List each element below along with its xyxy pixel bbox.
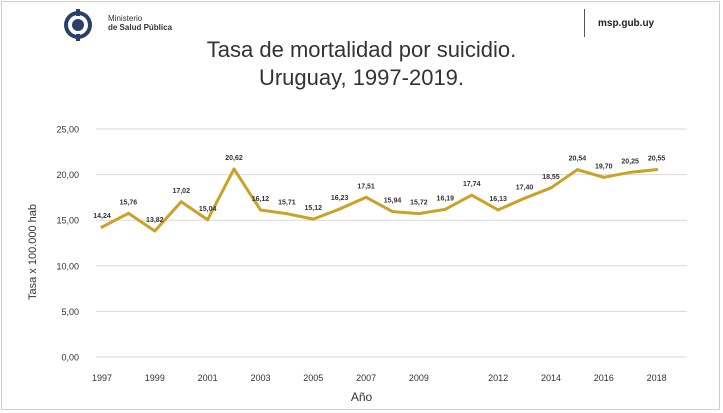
data-point bbox=[391, 210, 394, 214]
data-point bbox=[628, 170, 632, 174]
data-label: 15,04 bbox=[199, 206, 217, 213]
x-tick-label: 2009 bbox=[409, 373, 429, 383]
data-label: 15,94 bbox=[384, 198, 402, 205]
data-point bbox=[338, 207, 342, 211]
site-url: msp.gub.uy bbox=[598, 18, 655, 29]
x-tick-label: 1997 bbox=[92, 373, 112, 383]
series-line bbox=[100, 167, 659, 233]
data-label: 17,40 bbox=[516, 184, 534, 191]
data-label: 15,71 bbox=[278, 200, 296, 207]
data-label: 20,62 bbox=[225, 155, 243, 162]
x-tick-label: 2014 bbox=[541, 373, 561, 383]
header-divider bbox=[584, 9, 585, 37]
y-tick-label: 5,00 bbox=[61, 307, 79, 317]
data-label: 20,54 bbox=[569, 156, 587, 163]
data-point bbox=[232, 167, 236, 171]
data-label: 17,74 bbox=[463, 181, 481, 188]
ministry-logo bbox=[64, 9, 92, 41]
data-point bbox=[417, 212, 421, 216]
y-tick-label: 20,00 bbox=[56, 170, 79, 180]
data-point bbox=[364, 195, 368, 199]
data-point bbox=[575, 168, 579, 172]
data-label: 16,19 bbox=[437, 195, 455, 202]
data-point bbox=[311, 217, 315, 221]
data-label: 14,24 bbox=[93, 213, 111, 220]
data-point bbox=[443, 207, 447, 211]
data-point bbox=[602, 175, 606, 179]
data-point bbox=[655, 168, 659, 172]
y-tick-label: 10,00 bbox=[56, 261, 79, 271]
chart-title-line2: Uruguay, 1997-2019. bbox=[258, 65, 465, 90]
data-point bbox=[285, 212, 289, 216]
y-axis-label: Tasa x 100.000 hab bbox=[27, 203, 39, 301]
data-label: 17,51 bbox=[357, 183, 375, 190]
data-point bbox=[126, 211, 130, 215]
x-tick-label: 2018 bbox=[647, 373, 667, 383]
data-label: 16,13 bbox=[489, 196, 507, 203]
data-point bbox=[549, 186, 553, 190]
y-tick-label: 25,00 bbox=[56, 125, 79, 135]
data-label: 16,23 bbox=[331, 195, 349, 202]
data-point bbox=[153, 229, 157, 233]
data-label: 17,02 bbox=[172, 188, 190, 195]
data-label: 20,55 bbox=[648, 156, 666, 163]
data-label: 13,82 bbox=[146, 217, 164, 224]
x-tick-label: 2012 bbox=[488, 373, 508, 383]
chart-title-line1: Tasa de mortalidad por suicidio. bbox=[206, 37, 517, 62]
ministry-line2: de Salud Pública bbox=[108, 23, 173, 32]
data-point bbox=[470, 193, 474, 197]
data-point bbox=[206, 218, 210, 222]
data-point bbox=[258, 208, 262, 212]
data-label: 15,76 bbox=[120, 199, 138, 206]
data-point bbox=[496, 208, 500, 212]
y-tick-label: 15,00 bbox=[56, 216, 79, 226]
x-tick-label: 2007 bbox=[356, 373, 376, 383]
x-tick-label: 1999 bbox=[145, 373, 165, 383]
data-label: 15,72 bbox=[410, 200, 428, 207]
x-axis-label: Año bbox=[350, 390, 373, 404]
data-point bbox=[100, 225, 104, 229]
data-label: 19,70 bbox=[595, 163, 613, 170]
x-tick-label: 2016 bbox=[594, 373, 614, 383]
ministry-name: Ministerio de Salud Pública bbox=[108, 14, 172, 32]
data-label: 16,12 bbox=[252, 196, 270, 203]
ministry-line1: Ministerio bbox=[108, 14, 143, 23]
y-tick-label: 0,00 bbox=[61, 353, 79, 363]
x-tick-label: 2005 bbox=[303, 373, 323, 383]
x-tick-label: 2003 bbox=[250, 373, 270, 383]
x-tick-label: 2001 bbox=[198, 373, 218, 383]
data-point bbox=[179, 200, 183, 204]
data-label: 20,25 bbox=[621, 158, 639, 165]
data-point bbox=[523, 196, 527, 200]
data-label: 15,12 bbox=[305, 205, 323, 212]
data-label: 18,55 bbox=[542, 174, 560, 181]
